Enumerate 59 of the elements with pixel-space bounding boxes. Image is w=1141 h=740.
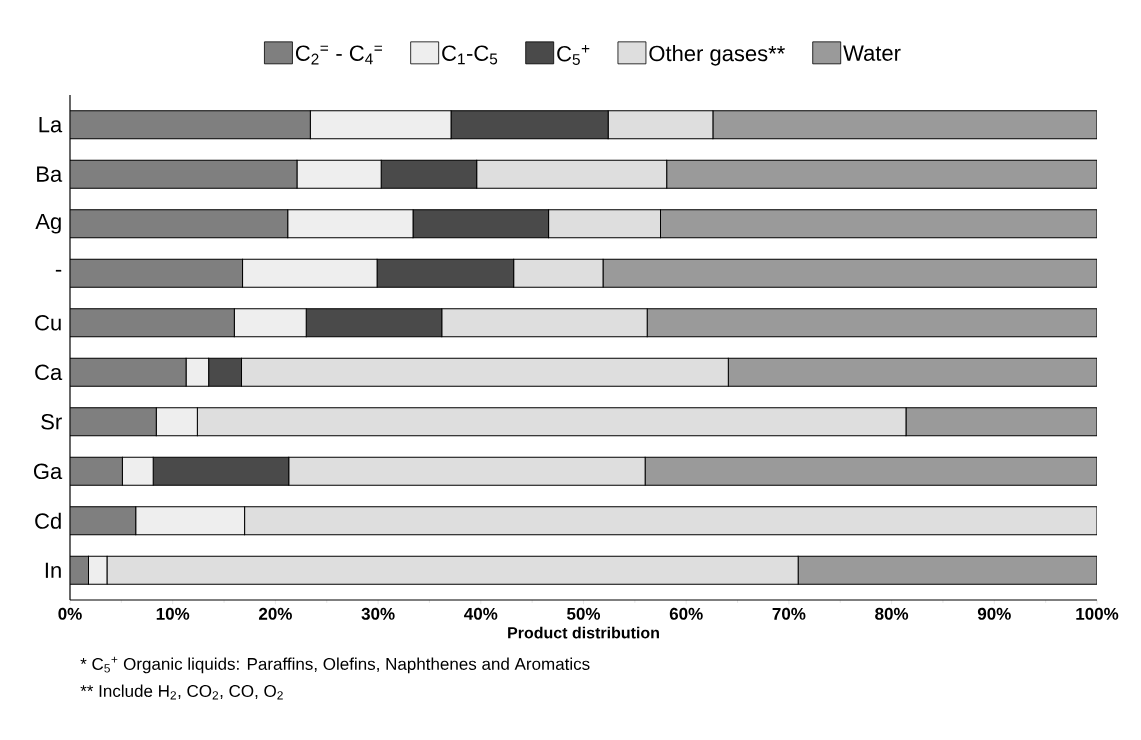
bar [602, 258, 1097, 288]
bar [70, 209, 289, 239]
y-tick-label: Sr [41, 413, 62, 430]
bar [241, 357, 729, 387]
y-tick-label: Ca [35, 364, 63, 381]
x-axis-title: Product distribution [508, 626, 659, 639]
bar [666, 159, 1097, 189]
x-tick-label: 0% [58, 607, 82, 620]
x-tick-label: 100% [1076, 607, 1119, 620]
x-tick-label: 50% [567, 607, 601, 620]
bar [476, 159, 668, 189]
bar [106, 555, 799, 585]
bar [607, 110, 714, 140]
x-tick-label: 10% [156, 607, 190, 620]
x-tick-label: 60% [669, 607, 703, 620]
bar [797, 555, 1097, 585]
x-tick-label: 20% [258, 607, 292, 620]
x-tick-label: 70% [772, 607, 806, 620]
bar [70, 456, 123, 486]
bar [712, 110, 1097, 140]
bar [70, 506, 137, 536]
x-tick-label: 90% [977, 607, 1011, 620]
x-tick-label: 40% [464, 607, 498, 620]
legend-label: C$_{1}$-C$_{5}$ [442, 45, 498, 65]
bar [905, 407, 1097, 437]
bar [155, 407, 198, 437]
bar [70, 308, 235, 338]
y-tick-label: La [39, 117, 63, 133]
bar [660, 209, 1097, 239]
bar [196, 407, 907, 437]
bar [244, 506, 1097, 536]
y-tick-label: - [55, 269, 62, 272]
bar [727, 357, 1097, 387]
legend-label: C$_{2}$$^{=}$ - C$_{4}$= [295, 45, 383, 65]
bar [70, 110, 311, 140]
text: * C$_{5}$$^{+}$ Organic liquids: Paraffins, Olefins, Naphthenes and Aromatics [80, 656, 590, 674]
bar [70, 407, 157, 437]
y-tick-label: In [45, 562, 61, 578]
legend-label: C$_{5}$+ [557, 44, 590, 65]
bar [513, 258, 604, 288]
bar [441, 308, 648, 338]
y-tick-label: Cu [35, 314, 61, 331]
bar [644, 456, 1097, 486]
bar [135, 506, 246, 536]
y-tick-label: Ga [33, 463, 63, 480]
bar [70, 159, 298, 189]
bar [548, 209, 662, 239]
legend-label: Other gases** [649, 45, 785, 66]
y-tick-label: Ag [35, 213, 61, 234]
text: ** Include H$_{2}$, CO$_{2}$, CO, O$_{2}$ [80, 684, 283, 700]
y-tick-label: Ba [37, 166, 63, 182]
legend-label: Water [843, 45, 901, 61]
bar [70, 357, 187, 387]
x-tick-label: 80% [875, 607, 909, 620]
bar [288, 456, 646, 486]
bar [646, 308, 1097, 338]
x-tick-label: 30% [361, 607, 395, 620]
bar [70, 258, 244, 288]
y-tick-label: Cd [35, 512, 61, 529]
